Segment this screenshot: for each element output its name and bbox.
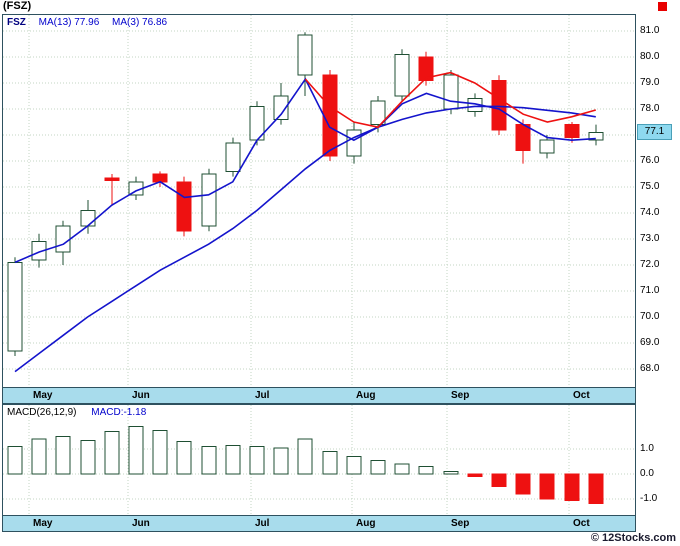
last-price-badge: 77.1 [637, 124, 672, 140]
macd-bar-negative [539, 473, 555, 500]
x-axis-label: May [33, 390, 53, 401]
candle-body-up [297, 34, 313, 76]
y-axis-tick: 68.0 [640, 363, 660, 374]
candle-body-up [80, 209, 96, 227]
x-axis-label: Aug [356, 518, 376, 529]
y-axis-tick: 69.0 [640, 337, 660, 348]
macd-legend: MACD(26,12,9) MACD:-1.18 [7, 407, 156, 418]
candle-body-down [564, 124, 580, 139]
macd-panel: May Jun Jul Aug Sep Oct [2, 404, 636, 532]
candle-body-up [539, 139, 555, 154]
price-chart-panel: May Jun Jul Aug Sep Oct [2, 14, 636, 404]
y-axis-tick: 81.0 [640, 25, 660, 36]
macd-yaxis: 1.0 0.0 -1.0 [640, 405, 678, 531]
x-axis-label: Jun [132, 518, 150, 529]
price-legend: FSZ MA(13) 77.96 MA(3) 76.86 [7, 17, 177, 28]
macd-bar-positive [55, 436, 71, 475]
price-xaxis-band: May Jun Jul Aug Sep Oct [3, 387, 635, 403]
y-axis-tick: 0.0 [640, 468, 654, 479]
ticker-symbol-label: FSZ [7, 17, 26, 28]
y-axis-tick: 79.0 [640, 77, 660, 88]
ma3-legend-label: MA(3) 76.86 [112, 17, 168, 28]
candle-body-up [588, 131, 604, 141]
macd-bar-positive [322, 451, 338, 475]
macd-bar-negative [564, 473, 580, 501]
candle-body-up [443, 74, 459, 110]
macd-bar-negative [491, 473, 507, 487]
x-axis-label: Jun [132, 390, 150, 401]
x-axis-label: Jul [255, 390, 270, 401]
candle-body-up [394, 53, 410, 97]
price-chart-svg [3, 15, 635, 387]
candle-body-down [491, 79, 507, 131]
macd-chart-svg [3, 405, 635, 515]
macd-bar-positive [249, 446, 265, 475]
ma13-legend-label: MA(13) 77.96 [38, 17, 100, 28]
ma-red-line [304, 71, 597, 129]
macd-bar-positive [80, 439, 96, 475]
candle-body-up [225, 142, 241, 172]
candle-body-down [418, 56, 434, 81]
candle-body-down [322, 74, 338, 157]
y-axis-tick: 76.0 [640, 155, 660, 166]
macd-xaxis-band: May Jun Jul Aug Sep Oct [3, 515, 635, 531]
candle-body-up [346, 129, 362, 157]
y-axis-tick: 71.0 [640, 285, 660, 296]
macd-bar-negative [467, 473, 483, 477]
candle-body-down [515, 124, 531, 152]
candle-body-down [176, 181, 192, 232]
macd-bar-positive [346, 456, 362, 475]
candle-body-up [273, 95, 289, 120]
macd-bar-positive [201, 446, 217, 475]
macd-bar-positive [225, 444, 241, 475]
x-axis-label: Sep [451, 518, 470, 529]
x-axis-label: Oct [573, 518, 590, 529]
site-credit-link[interactable]: © 12Stocks.com [590, 532, 676, 544]
x-axis-label: Oct [573, 390, 590, 401]
ma-fast-line [14, 77, 596, 264]
ma-slow-line [14, 105, 596, 373]
y-axis-tick: 70.0 [640, 311, 660, 322]
macd-bar-positive [7, 446, 23, 475]
macd-params-label: MACD(26,12,9) [7, 407, 77, 418]
y-axis-tick: -1.0 [640, 493, 658, 504]
macd-bar-negative [515, 473, 531, 495]
y-axis-tick: 1.0 [640, 443, 654, 454]
page-title: (FSZ) [3, 0, 32, 12]
y-axis-tick: 78.0 [640, 103, 660, 114]
candle-body-up [55, 225, 71, 253]
macd-bar-positive [418, 466, 434, 475]
macd-bar-positive [273, 447, 289, 475]
candle-body-down [152, 173, 168, 183]
macd-bar-negative [588, 473, 604, 504]
macd-bar-positive [443, 471, 459, 475]
candle-body-down [104, 177, 120, 181]
y-axis-tick: 75.0 [640, 181, 660, 192]
macd-bar-positive [297, 438, 313, 475]
candle-body-up [7, 261, 23, 352]
candle-body-up [201, 173, 217, 227]
y-axis-tick: 72.0 [640, 259, 660, 270]
x-axis-label: May [33, 518, 53, 529]
x-axis-label: Aug [356, 390, 376, 401]
macd-bar-positive [31, 438, 47, 475]
macd-value-label: MACD:-1.18 [91, 407, 147, 418]
candle-body-up [370, 100, 386, 126]
macd-bar-positive [152, 429, 168, 475]
macd-bar-positive [128, 426, 144, 475]
macd-bar-positive [394, 463, 410, 475]
candle-body-up [31, 241, 47, 261]
y-axis-tick: 80.0 [640, 51, 660, 62]
price-yaxis: 81.080.079.078.077.076.075.074.073.072.0… [640, 15, 678, 403]
macd-bar-positive [176, 441, 192, 475]
x-axis-label: Sep [451, 390, 470, 401]
macd-bar-positive [104, 431, 120, 475]
red-marker-icon [658, 2, 667, 11]
y-axis-tick: 74.0 [640, 207, 660, 218]
x-axis-label: Jul [255, 518, 270, 529]
macd-bar-positive [370, 459, 386, 475]
y-axis-tick: 73.0 [640, 233, 660, 244]
